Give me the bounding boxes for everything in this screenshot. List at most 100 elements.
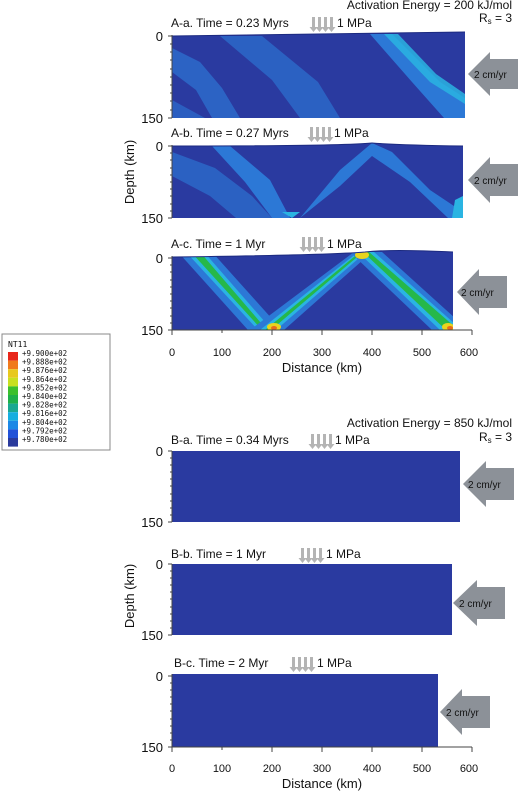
stress-arrows-icon [298, 548, 325, 563]
velocity-label: 2 cm/yr [446, 708, 479, 719]
velocity-label: 2 cm/yr [459, 599, 492, 610]
y-tick-label: 150 [141, 628, 163, 643]
velocity-arrow-icon [440, 689, 490, 735]
x-tick-label: 0 [169, 347, 175, 359]
velocity-arrow-icon [463, 461, 514, 507]
x-tick-label: 0 [169, 763, 175, 775]
color-legend: NT11 +9.900e+02+9.888e+02+9.876e+02+9.86… [1, 333, 111, 451]
stress-label: 1 MPa [317, 656, 352, 670]
temperature-field [172, 143, 463, 218]
stress-arrows-icon [309, 17, 336, 32]
legend-entry-label: +9.828e+02 [22, 401, 67, 410]
x-tick-label: 200 [263, 347, 281, 359]
stress-arrows-icon [299, 237, 326, 252]
group-b-activation-energy: Activation Energy = 850 kJ/mol [347, 416, 512, 430]
group-a-rs-label: Rs = 3 [479, 11, 512, 26]
y-tick-label: 0 [156, 29, 163, 44]
velocity-label: 2 cm/yr [468, 480, 501, 491]
y-tick-label: 150 [141, 515, 163, 530]
stress-arrows-icon [308, 434, 335, 449]
x-tick-label: 600 [460, 763, 478, 775]
legend-swatch [8, 352, 18, 361]
y-tick-label: 150 [141, 111, 163, 126]
y-tick-label: 0 [156, 557, 163, 572]
legend-swatch [8, 420, 18, 430]
velocity-arrow-icon [453, 580, 505, 626]
panel-title: B-b. Time = 1 Myr [171, 547, 266, 561]
legend-swatch [8, 403, 18, 413]
legend-entry-label: +9.816e+02 [22, 409, 67, 418]
legend-entry-label: +9.852e+02 [22, 383, 67, 392]
panel-title: B-a. Time = 0.34 Myrs [171, 433, 289, 447]
group-a-x-axis: 0 100 200 300 400 500 600 Distance (km) [169, 329, 478, 375]
panel-title: A-c. Time = 1 Myr [171, 237, 265, 251]
legend-swatch [8, 438, 18, 447]
x-tick-label: 300 [313, 763, 331, 775]
velocity-label: 2 cm/yr [461, 288, 494, 299]
legend-entry-label: +9.864e+02 [22, 375, 67, 384]
y-tick-label: 0 [156, 139, 163, 154]
y-tick-label: 0 [156, 669, 163, 684]
legend-swatch [8, 395, 18, 404]
group-b-x-axis: 0 100 200 300 400 500 600 Distance (km) [169, 746, 478, 791]
panel-title: B-c. Time = 2 Myr [174, 656, 268, 670]
group-a-x-axis-label: Distance (km) [282, 360, 362, 375]
panel-b-a: B-a. Time = 0.34 Myrs 1 MPa 0 150 2 cm/y… [141, 433, 514, 530]
group-b-x-axis-label: Distance (km) [282, 776, 362, 791]
velocity-label: 2 cm/yr [474, 70, 507, 81]
y-tick-label: 0 [156, 444, 163, 459]
velocity-arrow-icon [468, 52, 518, 96]
panel-a-b: A-b. Time = 0.27 Myrs 1 MPa 0 150 [141, 126, 518, 226]
x-tick-label: 300 [313, 347, 331, 359]
legend-entry-label: +9.780e+02 [22, 435, 67, 444]
y-tick-label: 150 [141, 323, 163, 338]
temperature-field [172, 32, 465, 118]
stress-label: 1 MPa [335, 433, 370, 447]
stress-label: 1 MPa [334, 126, 369, 140]
legend-title: NT11 [8, 340, 27, 349]
legend-entry-label: +9.900e+02 [22, 349, 67, 358]
temperature-field [172, 451, 460, 522]
x-tick-label: 100 [213, 347, 231, 359]
group-a-activation-energy: Activation Energy = 200 kJ/mol [347, 0, 512, 12]
group-b-y-axis-label: Depth (km) [122, 564, 137, 628]
x-tick-label: 600 [460, 347, 478, 359]
legend-swatch [8, 386, 18, 395]
panel-a-a: A-a. Time = 0.23 Myrs 1 MPa 0 150 [141, 16, 518, 126]
panel-a-c: A-c. Time = 1 Myr 1 MPa [141, 237, 507, 338]
legend-entry-label: +9.840e+02 [22, 392, 67, 401]
stress-label: 1 MPa [327, 237, 362, 251]
y-tick-label: 150 [141, 211, 163, 226]
x-tick-label: 400 [363, 763, 381, 775]
panel-title: A-a. Time = 0.23 Myrs [171, 16, 289, 30]
stress-label: 1 MPa [326, 547, 361, 561]
panel-b-c: B-c. Time = 2 Myr 1 MPa 0 150 2 cm/yr [141, 656, 490, 755]
legend-entry-label: +9.792e+02 [22, 426, 67, 435]
y-tick-label: 0 [156, 251, 163, 266]
group-b-rs-label: Rs = 3 [479, 430, 512, 445]
stress-arrows-icon [289, 657, 316, 672]
velocity-arrow-icon [457, 269, 507, 315]
temperature-field [172, 564, 452, 635]
x-tick-label: 500 [413, 763, 431, 775]
y-tick-label: 150 [141, 740, 163, 755]
group-a-y-axis-label: Depth (km) [122, 140, 137, 204]
panel-title: A-b. Time = 0.27 Myrs [171, 126, 289, 140]
x-tick-label: 100 [213, 763, 231, 775]
legend-entry-label: +9.888e+02 [22, 358, 67, 367]
legend-swatch [8, 369, 18, 378]
legend-swatch [8, 360, 18, 370]
velocity-arrow-icon [468, 157, 518, 203]
temperature-field [172, 250, 453, 330]
legend-swatch [8, 429, 18, 438]
x-tick-label: 200 [263, 763, 281, 775]
stress-arrows-icon [307, 127, 334, 142]
legend-entry-label: +9.804e+02 [22, 418, 67, 427]
legend-swatch [8, 412, 18, 421]
legend-swatch [8, 377, 18, 387]
x-tick-label: 400 [363, 347, 381, 359]
temperature-field [172, 674, 438, 747]
stress-label: 1 MPa [337, 16, 372, 30]
legend-entry-label: +9.876e+02 [22, 366, 67, 375]
